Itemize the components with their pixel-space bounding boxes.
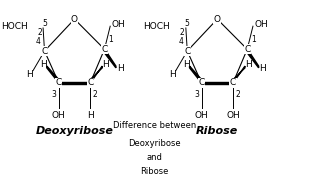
Polygon shape	[232, 66, 245, 81]
Text: C: C	[198, 78, 205, 87]
Text: OH: OH	[226, 111, 240, 120]
Polygon shape	[246, 51, 259, 68]
Polygon shape	[202, 82, 233, 84]
Text: 5: 5	[42, 19, 47, 28]
Text: C: C	[184, 46, 190, 55]
Text: 2: 2	[93, 90, 98, 99]
Text: C: C	[56, 78, 62, 87]
Text: C: C	[244, 45, 250, 54]
Text: 2: 2	[236, 90, 240, 99]
Text: H: H	[183, 60, 189, 69]
Text: H: H	[40, 60, 47, 69]
Polygon shape	[59, 82, 90, 84]
Text: Difference between: Difference between	[113, 121, 196, 130]
Text: C: C	[41, 46, 48, 55]
Text: C: C	[101, 45, 108, 54]
Text: 1: 1	[108, 35, 113, 44]
Text: H: H	[26, 69, 33, 78]
Text: H: H	[169, 69, 176, 78]
Text: O: O	[214, 15, 221, 24]
Text: OH: OH	[111, 20, 125, 29]
Text: Ribose: Ribose	[196, 126, 238, 136]
Text: Deoxyribose: Deoxyribose	[128, 139, 181, 148]
Text: 1: 1	[251, 35, 256, 44]
Text: OH: OH	[254, 20, 268, 29]
Text: H: H	[245, 60, 252, 69]
Polygon shape	[189, 66, 203, 81]
Text: HOCH: HOCH	[143, 22, 170, 31]
Text: 2: 2	[180, 28, 185, 37]
Text: C: C	[230, 78, 236, 87]
Text: H: H	[260, 64, 266, 73]
Text: Ribose: Ribose	[140, 167, 169, 176]
Text: Deoxyribose: Deoxyribose	[36, 126, 113, 136]
Text: H: H	[102, 60, 109, 69]
Polygon shape	[103, 51, 116, 68]
Text: 4: 4	[179, 37, 183, 46]
Polygon shape	[47, 66, 60, 81]
Text: 4: 4	[36, 37, 41, 46]
Polygon shape	[89, 66, 102, 81]
Text: 3: 3	[195, 90, 199, 99]
Text: H: H	[117, 64, 124, 73]
Text: O: O	[71, 15, 78, 24]
Text: HOCH: HOCH	[1, 22, 28, 31]
Text: and: and	[147, 153, 162, 162]
Text: OH: OH	[52, 111, 66, 120]
Text: C: C	[87, 78, 93, 87]
Text: 5: 5	[185, 19, 190, 28]
Text: 2: 2	[37, 28, 42, 37]
Text: OH: OH	[195, 111, 208, 120]
Text: H: H	[87, 111, 93, 120]
Text: 3: 3	[52, 90, 57, 99]
